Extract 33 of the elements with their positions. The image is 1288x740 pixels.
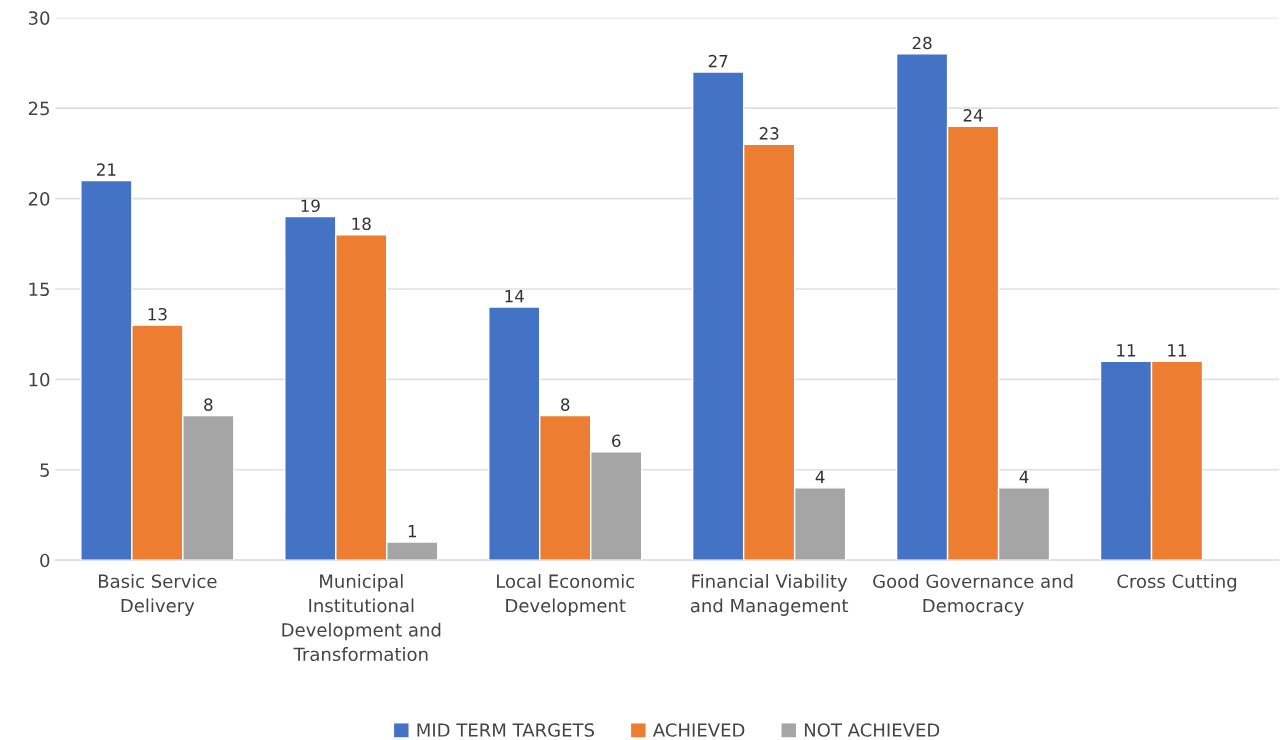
legend-label: NOT ACHIEVED bbox=[804, 723, 940, 737]
data-label: 6 bbox=[612, 434, 621, 448]
data-label: 23 bbox=[759, 127, 779, 140]
data-label: 11 bbox=[1117, 344, 1136, 357]
legend-label: ACHIEVED bbox=[652, 723, 745, 737]
x-tick-label: Financial Viability and Management bbox=[690, 574, 849, 616]
data-label: 19 bbox=[301, 199, 320, 213]
x-tick-label: Local Economic Development bbox=[497, 574, 635, 616]
x-tick-label: Cross Cutting bbox=[1117, 574, 1237, 592]
data-label: 1 bbox=[408, 525, 417, 538]
data-label: 27 bbox=[708, 54, 728, 68]
data-label: 4 bbox=[1019, 470, 1029, 483]
y-tick-label: 15 bbox=[29, 282, 49, 297]
data-label: 8 bbox=[561, 398, 570, 411]
data-label: 8 bbox=[204, 398, 213, 411]
y-tick-label: 5 bbox=[40, 463, 49, 477]
y-tick-label: 0 bbox=[40, 553, 50, 568]
data-label: 24 bbox=[963, 109, 983, 122]
x-tick-label: Good Governance and Democracy bbox=[873, 574, 1073, 616]
data-label: 18 bbox=[352, 217, 371, 231]
data-label: 21 bbox=[96, 163, 116, 176]
data-label: 11 bbox=[1168, 344, 1187, 357]
data-label: 28 bbox=[912, 36, 932, 50]
y-tick-label: 20 bbox=[28, 192, 50, 206]
y-tick-label: 10 bbox=[29, 372, 50, 387]
x-tick-label: Municipal Institutional Development and Transformation bbox=[282, 574, 441, 662]
data-label: 13 bbox=[148, 307, 167, 321]
data-label: 14 bbox=[505, 290, 524, 303]
x-tick-label: Basic Service Delivery bbox=[98, 574, 217, 616]
legend-label: MID TERM TARGETS bbox=[417, 723, 594, 737]
data-label: 4 bbox=[815, 470, 825, 483]
y-tick-label: 30 bbox=[28, 11, 50, 25]
y-tick-label: 25 bbox=[28, 101, 49, 116]
